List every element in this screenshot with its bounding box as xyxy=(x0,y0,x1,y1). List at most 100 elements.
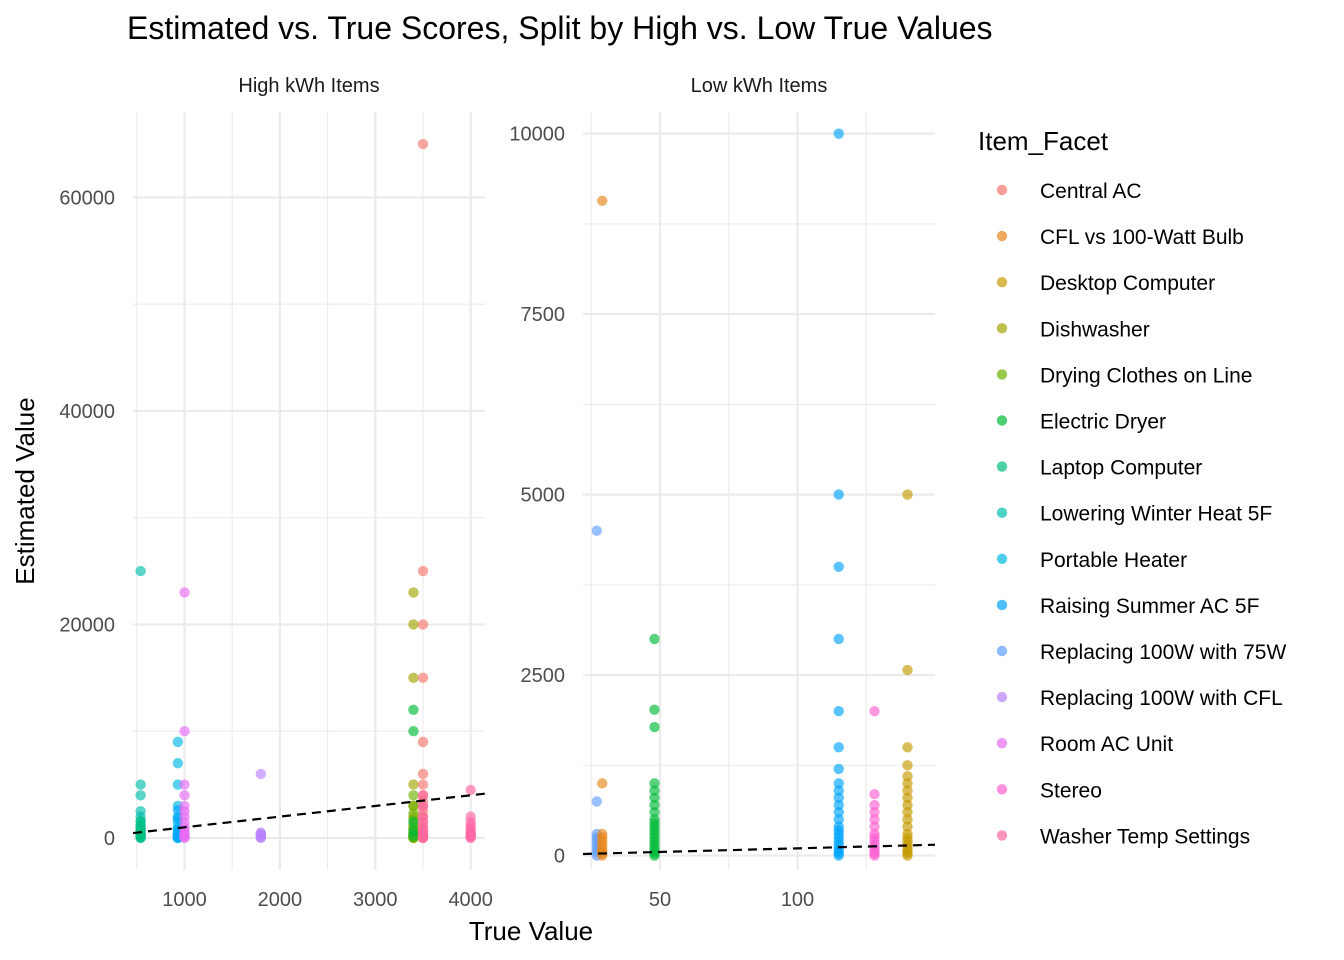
point-raising-summer-ac-5f xyxy=(833,792,844,804)
point-dishwasher xyxy=(408,587,419,598)
point-room-ac-unit xyxy=(179,726,190,737)
y-tick-label: 2500 xyxy=(521,665,566,687)
legend-item-desktop-computer: Desktop Computer xyxy=(996,272,1215,295)
point-raising-summer-ac-5f xyxy=(833,821,844,832)
legend-label: Drying Clothes on Line xyxy=(1040,364,1252,387)
point-replacing-100w-with-75w xyxy=(591,525,602,536)
legend-label: Portable Heater xyxy=(1040,549,1187,572)
point-washer-temp-settings xyxy=(417,811,429,822)
point-stereo xyxy=(869,799,880,811)
point-washer-temp-settings xyxy=(417,790,429,801)
y-tick-label: 5000 xyxy=(521,485,566,507)
point-stereo xyxy=(869,828,880,840)
point-desktop-computer xyxy=(902,742,913,753)
legend-swatch xyxy=(996,277,1008,288)
legend-swatch xyxy=(996,415,1008,426)
point-raising-summer-ac-5f xyxy=(833,633,844,645)
point-central-ac xyxy=(417,779,429,790)
point-desktop-computer xyxy=(902,489,913,500)
legend-item-replacing-100w-with-cfl: Replacing 100W with CFL xyxy=(996,687,1283,710)
point-electric-dryer xyxy=(408,726,419,737)
point-raising-summer-ac-5f xyxy=(833,799,844,811)
y-tick-label: 60000 xyxy=(59,187,115,209)
panel-gridlines xyxy=(583,112,935,870)
point-replacing-100w-with-75w xyxy=(591,796,602,807)
legend-swatch xyxy=(996,599,1008,611)
point-central-ac xyxy=(417,565,429,577)
legend-label: Lowering Winter Heat 5F xyxy=(1040,503,1272,526)
legend-item-raising-summer-ac-5f: Raising Summer AC 5F xyxy=(996,595,1259,618)
point-raising-summer-ac-5f xyxy=(833,489,844,500)
panel-low-kwh-items: Low kWh Items 50 100 0 2500 5000 7500 10000 xyxy=(509,75,936,911)
point-electric-dryer xyxy=(649,814,660,825)
point-lowering-winter-heat-5f xyxy=(135,779,146,790)
legend-swatch xyxy=(996,369,1008,380)
legend-item-lowering-winter-heat-5f: Lowering Winter Heat 5F xyxy=(996,503,1272,526)
chart-title: Estimated vs. True Scores, Split by High… xyxy=(127,10,993,46)
point-replacing-100w-with-cfl xyxy=(255,827,267,838)
point-lowering-winter-heat-5f xyxy=(135,806,146,817)
y-tick-label: 0 xyxy=(104,828,115,850)
point-desktop-computer xyxy=(902,828,913,840)
legend-swatch xyxy=(996,230,1008,242)
legend-item-room-ac-unit: Room AC Unit xyxy=(996,733,1173,756)
point-room-ac-unit xyxy=(179,790,190,801)
point-electric-dryer xyxy=(649,785,660,796)
point-lowering-winter-heat-5f xyxy=(135,790,146,801)
point-raising-summer-ac-5f xyxy=(833,814,844,825)
point-laptop-computer xyxy=(135,815,146,827)
legend-item-central-ac: Central AC xyxy=(996,180,1142,203)
point-room-ac-unit xyxy=(179,800,190,812)
point-portable-heater xyxy=(172,758,184,769)
legend-label: Central AC xyxy=(1040,180,1142,203)
point-desktop-computer xyxy=(902,792,913,804)
point-electric-dryer xyxy=(649,799,660,811)
point-central-ac xyxy=(417,672,429,684)
panel-gridlines xyxy=(133,112,485,870)
point-replacing-100w-with-cfl xyxy=(255,768,267,780)
point-electric-dryer xyxy=(649,633,660,645)
legend-swatch xyxy=(996,738,1008,749)
point-central-ac xyxy=(417,768,429,780)
point-desktop-computer xyxy=(902,760,913,771)
point-electric-dryer xyxy=(649,704,660,715)
legend-label: Desktop Computer xyxy=(1040,272,1215,295)
legend-item-dishwasher: Dishwasher xyxy=(996,318,1150,341)
point-cfl-vs-100-watt-bulb xyxy=(597,195,608,206)
point-room-ac-unit xyxy=(179,587,190,598)
legend-label: Room AC Unit xyxy=(1040,733,1173,756)
point-desktop-computer xyxy=(902,770,913,782)
point-raising-summer-ac-5f xyxy=(833,778,844,789)
legend-title: Item_Facet xyxy=(978,126,1109,156)
point-drying-clothes-on-line xyxy=(408,790,419,801)
legend-label: Washer Temp Settings xyxy=(1040,825,1250,848)
point-desktop-computer xyxy=(902,814,913,825)
x-tick-label: 4000 xyxy=(448,889,493,911)
point-portable-heater xyxy=(172,736,184,748)
y-tick-label: 20000 xyxy=(59,614,115,636)
point-desktop-computer xyxy=(902,664,913,676)
point-dishwasher xyxy=(408,779,419,790)
point-room-ac-unit xyxy=(179,779,190,790)
point-stereo xyxy=(869,807,880,818)
legend-swatch xyxy=(996,830,1008,841)
x-tick-label: 3000 xyxy=(353,889,398,911)
point-central-ac xyxy=(417,138,429,150)
legend: Item_Facet Central AC CFL vs 100-Watt Bul… xyxy=(978,126,1286,848)
point-lowering-winter-heat-5f xyxy=(135,565,146,577)
point-electric-dryer xyxy=(649,792,660,804)
point-raising-summer-ac-5f xyxy=(833,785,844,796)
y-axis-title: Estimated Value xyxy=(10,397,40,584)
legend-item-portable-heater: Portable Heater xyxy=(996,549,1187,572)
point-stereo xyxy=(869,789,880,800)
point-cfl-vs-100-watt-bulb xyxy=(597,778,608,789)
point-stereo xyxy=(869,705,880,717)
point-washer-temp-settings xyxy=(465,784,476,796)
x-tick-label: 2000 xyxy=(258,889,303,911)
legend-label: Stereo xyxy=(1040,779,1102,802)
x-tick-label: 1000 xyxy=(162,889,207,911)
y-tick-label: 0 xyxy=(554,846,565,868)
legend-item-stereo: Stereo xyxy=(996,779,1102,802)
